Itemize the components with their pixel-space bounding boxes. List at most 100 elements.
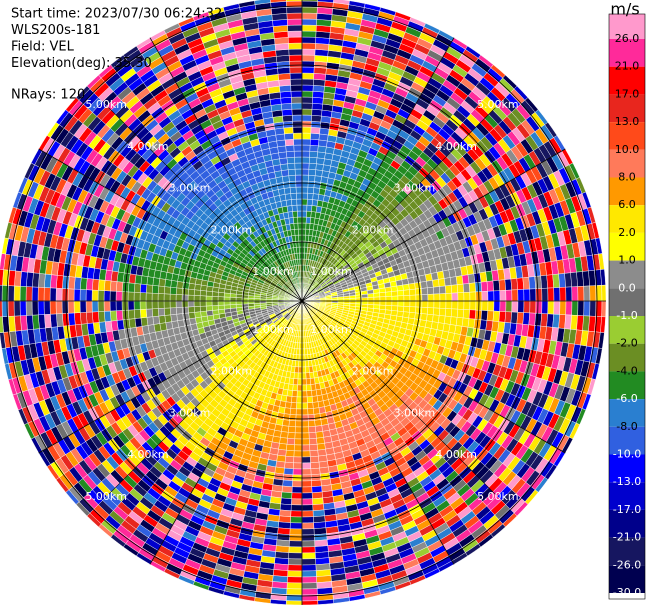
range-gate: [170, 313, 178, 322]
range-gate: [235, 303, 243, 309]
range-gate: [378, 287, 386, 294]
range-gate: [287, 558, 303, 566]
range-gate: [546, 313, 554, 328]
range-gate: [301, 78, 314, 86]
range-gate: [289, 522, 303, 530]
range-gate: [301, 24, 317, 32]
range-gate: [499, 290, 507, 302]
range-gate: [505, 300, 513, 313]
range-gate: [169, 300, 177, 309]
range-gate: [275, 545, 290, 553]
range-gate: [104, 310, 112, 322]
range-gate: [414, 312, 422, 321]
range-gate: [361, 297, 369, 302]
range-gate: [481, 291, 489, 302]
range-gate: [438, 315, 446, 324]
range-gate: [301, 600, 319, 606]
range-gate: [280, 497, 292, 505]
range-gate: [289, 534, 303, 542]
range-gate: [468, 309, 476, 320]
range-gate: [451, 292, 459, 302]
range-gate: [13, 285, 21, 302]
range-gate: [439, 293, 447, 302]
range-gate: [529, 300, 537, 314]
range-gate: [277, 527, 291, 535]
range-gate: [301, 492, 313, 500]
range-gate: [301, 6, 318, 14]
range-gate: [301, 402, 308, 410]
range-gate: [301, 186, 309, 194]
range-gate: [310, 383, 317, 391]
range-gate: [313, 73, 327, 81]
range-gate: [307, 186, 315, 194]
range-gate: [443, 277, 452, 287]
range-gate: [91, 289, 99, 302]
range-gate: [291, 390, 298, 398]
range-gate: [427, 307, 435, 316]
range-gate: [313, 515, 326, 523]
range-gate: [397, 305, 405, 312]
range-gate: [301, 378, 307, 386]
range-gate: [415, 306, 423, 314]
range-gate: [379, 292, 387, 298]
range-gate: [301, 72, 315, 80]
range-gate: [301, 108, 313, 116]
range-gate: [43, 287, 51, 302]
range-gate: [516, 312, 524, 325]
range-gate: [301, 180, 309, 188]
range-gate: [290, 516, 303, 524]
range-gate: [134, 309, 142, 319]
range-gate: [281, 425, 290, 433]
range-gate: [152, 277, 161, 287]
range-gate: [385, 300, 393, 306]
range-gate: [486, 310, 494, 322]
range-gate: [306, 396, 313, 404]
range-gate: [187, 294, 195, 302]
range-gate: [391, 300, 399, 307]
range-gate: [523, 300, 531, 314]
range-gate: [279, 509, 292, 517]
range-gate: [175, 287, 183, 295]
range-gate: [290, 402, 297, 410]
range-gate: [492, 310, 500, 322]
range-gate: [50, 313, 58, 328]
range-gate: [445, 292, 453, 302]
range-gate: [301, 156, 310, 164]
range-gate: [361, 293, 369, 299]
range-gate: [288, 552, 303, 560]
range-gate: [301, 498, 313, 506]
range-gate: [56, 313, 64, 327]
range-gate: [583, 300, 591, 317]
range-gate: [307, 414, 315, 422]
range-gate: [314, 545, 329, 553]
range-gate: [301, 12, 318, 20]
range-gate: [308, 162, 317, 170]
range-gate: [316, 157, 325, 165]
range-gate: [528, 276, 536, 290]
range-gate: [287, 576, 303, 584]
range-gate: [312, 85, 325, 93]
range-gate: [206, 310, 214, 317]
range-gate: [31, 300, 39, 316]
range-gate: [310, 127, 321, 135]
range-gate: [294, 426, 303, 434]
range-gate: [200, 310, 208, 318]
range-gate: [25, 300, 33, 316]
range-gate: [349, 297, 357, 302]
range-gate: [307, 192, 314, 200]
range-gate: [286, 582, 303, 590]
range-gate: [511, 300, 519, 313]
range-gate: [314, 533, 328, 541]
range-gate: [301, 558, 317, 566]
range-gate: [92, 311, 100, 324]
range-gate: [553, 287, 561, 302]
range-gate: [175, 300, 183, 308]
range-gate: [367, 297, 375, 302]
range-gate: [223, 304, 231, 310]
range-gate: [44, 273, 52, 289]
range-gate: [287, 426, 296, 434]
range-gate: [181, 288, 189, 296]
range-gate: [444, 308, 453, 317]
range-gate: [169, 293, 177, 302]
range-gate: [7, 300, 15, 317]
